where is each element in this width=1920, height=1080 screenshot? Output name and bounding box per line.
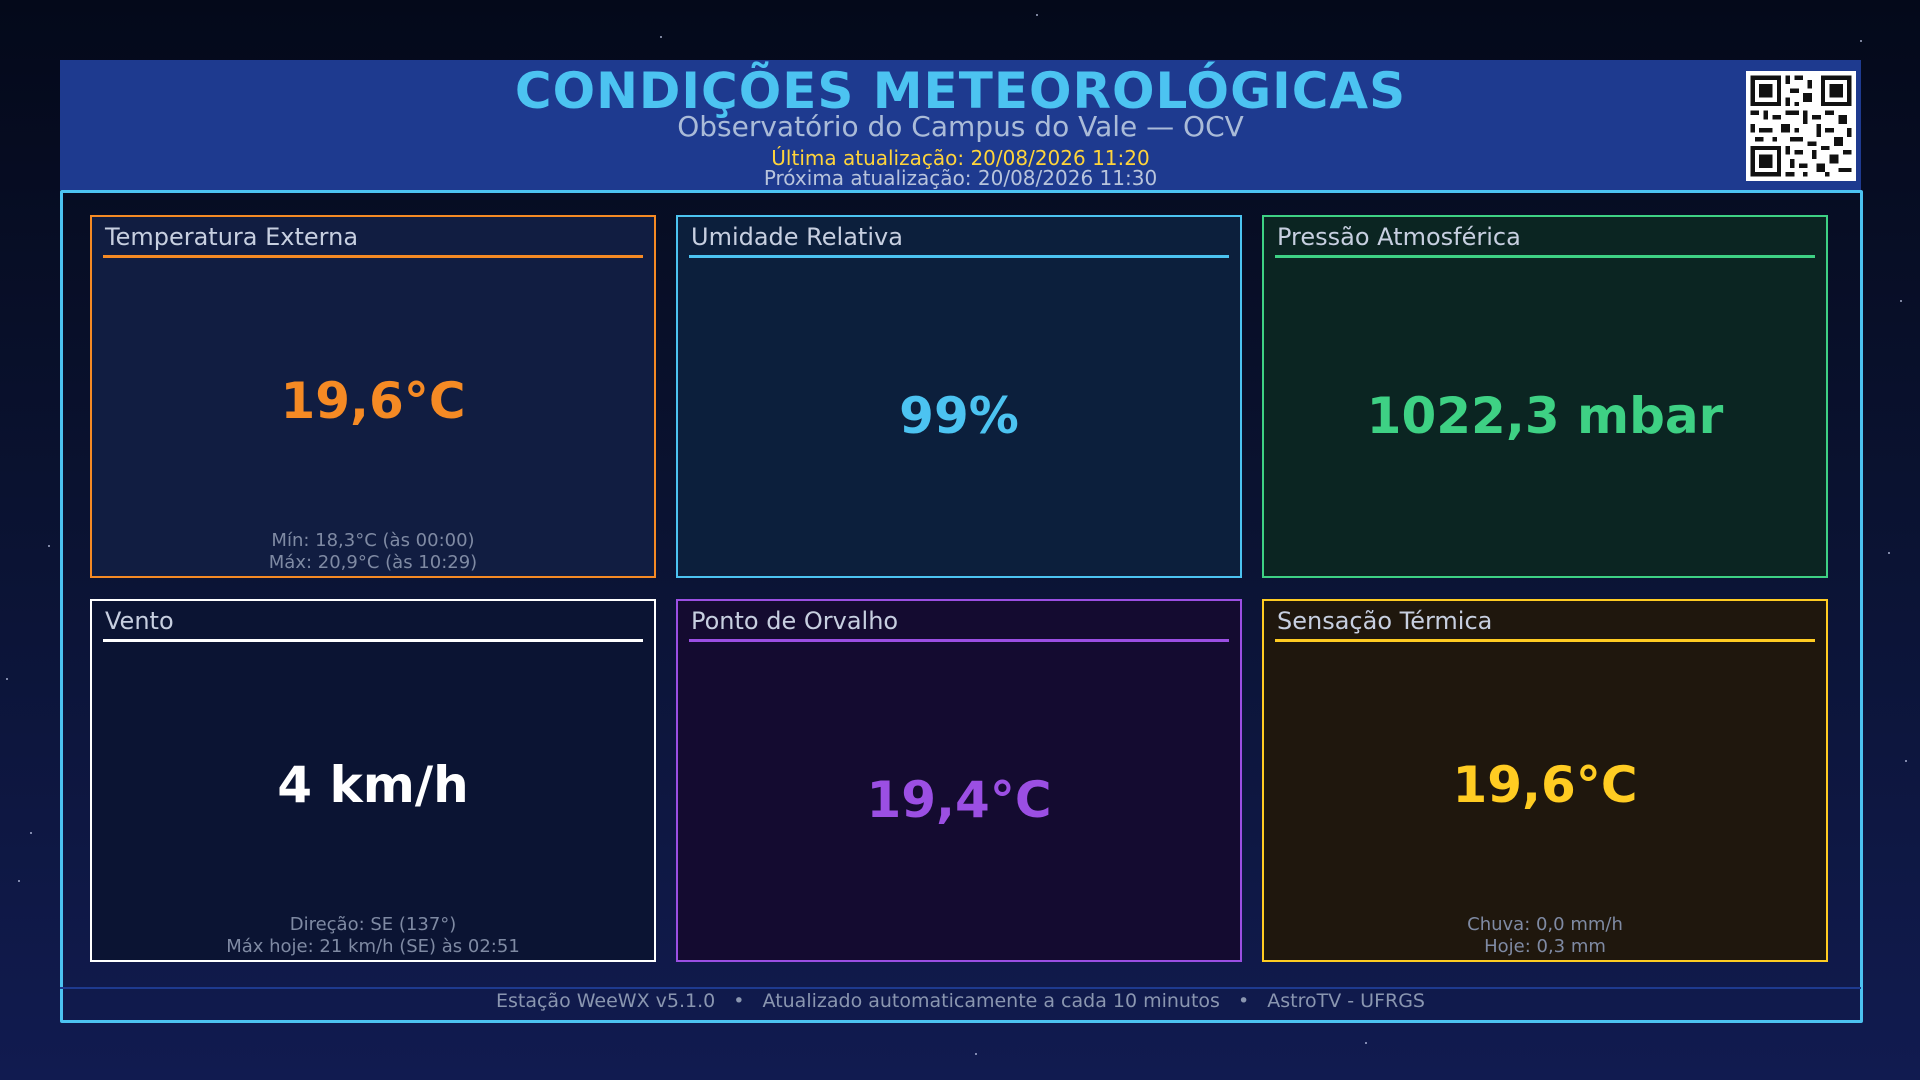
next-update-text: Próxima atualização: 20/08/2026 11:30 [763,166,1158,190]
card-title: Vento [105,607,174,635]
last-update-text: Última atualização: 20/08/2026 11:20 [771,146,1150,170]
qr-code-icon [1746,71,1856,181]
card-divider [689,639,1229,642]
pressure-card: Pressão Atmosférica 1022,3 mbar [1262,215,1828,578]
footer: Estação WeeWX v5.1.0 • Atualizado automa… [60,989,1861,1016]
card-title: Ponto de Orvalho [691,607,899,635]
page-subtitle: Observatório do Campus do Vale — OCV [677,110,1244,143]
footer-separator: • [733,990,745,1012]
heat-index-value: 19,6°C [1452,756,1638,814]
heat-index-notes: Chuva: 0,0 mm/h Hoje: 0,3 mm [1264,914,1826,958]
footer-credit: AstroTV - UFRGS [1267,990,1425,1012]
footer-separator: • [1238,990,1250,1012]
temperature-max: Máx: 20,9°C (às 10:29) [268,552,478,573]
temperature-value: 19,6°C [280,372,466,430]
wind-direction: Direção: SE (137°) [289,914,457,935]
page-title: CONDIÇÕES METEOROLÓGICAS [514,62,1407,120]
dewpoint-value: 19,4°C [866,771,1052,829]
card-title: Umidade Relativa [691,223,903,251]
card-title: Sensação Térmica [1277,607,1493,635]
card-title: Pressão Atmosférica [1277,223,1521,251]
dewpoint-card: Ponto de Orvalho 19,4°C [676,599,1242,962]
dashboard-frame [60,190,1863,1023]
card-divider [689,255,1229,258]
card-title: Temperatura Externa [105,223,359,251]
wind-notes: Direção: SE (137°) Máx hoje: 21 km/h (SE… [92,914,654,958]
header-banner: CONDIÇÕES METEOROLÓGICAS Observatório do… [60,60,1861,190]
rain-today: Hoje: 0,3 mm [1484,936,1606,957]
temperature-notes: Mín: 18,3°C (às 00:00) Máx: 20,9°C (às 1… [92,530,654,574]
card-divider [1275,639,1815,642]
footer-auto-update: Atualizado automaticamente a cada 10 min… [762,990,1220,1012]
card-divider [103,255,643,258]
humidity-value: 99% [899,387,1019,445]
pressure-value: 1022,3 mbar [1366,387,1724,445]
card-divider [1275,255,1815,258]
card-divider [103,639,643,642]
footer-station: Estação WeeWX v5.1.0 [495,990,716,1012]
heat-index-card: Sensação Térmica 19,6°C Chuva: 0,0 mm/h … [1262,599,1828,962]
temperature-min: Mín: 18,3°C (às 00:00) [271,530,475,551]
wind-value: 4 km/h [277,756,469,814]
footer-divider [60,987,1861,989]
wind-max: Máx hoje: 21 km/h (SE) às 02:51 [226,936,520,957]
rain-rate: Chuva: 0,0 mm/h [1467,914,1623,935]
wind-card: Vento 4 km/h Direção: SE (137°) Máx hoje… [90,599,656,962]
humidity-card: Umidade Relativa 99% [676,215,1242,578]
temperature-card: Temperatura Externa 19,6°C Mín: 18,3°C (… [90,215,656,578]
